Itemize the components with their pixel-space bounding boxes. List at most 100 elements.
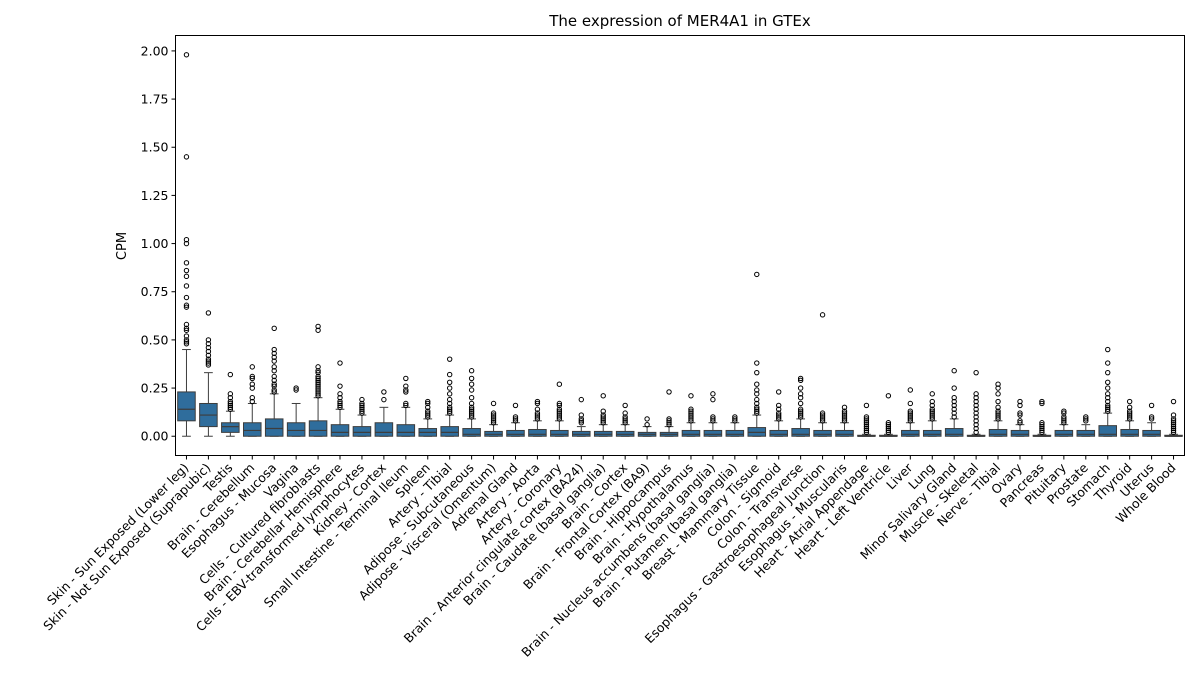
outlier-point — [183, 333, 190, 339]
outlier-point — [973, 410, 979, 416]
outlier-point — [315, 364, 321, 370]
outlier-point — [754, 396, 760, 403]
outlier-point — [929, 408, 935, 414]
outlier-point — [183, 327, 190, 333]
outlier-point — [754, 381, 760, 387]
outlier-point — [490, 414, 497, 420]
outlier-point — [732, 414, 738, 420]
outlier-point — [227, 404, 234, 411]
outlier-point — [315, 375, 321, 382]
outlier-point — [754, 410, 760, 416]
outlier-point — [183, 283, 190, 289]
box — [944, 428, 964, 437]
outlier-point — [315, 369, 321, 376]
outlier-point — [425, 404, 431, 411]
outlier-point — [929, 410, 935, 416]
outlier-point — [688, 410, 694, 416]
outlier-point — [863, 427, 870, 434]
outlier-point — [249, 395, 255, 401]
outlier-point — [1170, 427, 1177, 434]
box — [769, 429, 788, 437]
outlier-point — [205, 341, 212, 347]
box — [396, 424, 416, 437]
outlier-point — [929, 416, 935, 422]
outlier-point — [995, 398, 1001, 405]
outlier-point — [446, 385, 453, 391]
outlier-point — [688, 406, 694, 412]
outlier-point — [205, 348, 212, 355]
outlier-point — [995, 408, 1001, 414]
outlier-point — [227, 402, 234, 409]
box — [352, 426, 372, 437]
outlier-point — [249, 381, 255, 387]
outlier-point — [425, 414, 431, 420]
outlier-point — [754, 360, 760, 366]
outlier-point — [337, 360, 343, 366]
box — [813, 429, 832, 437]
outlier-point — [512, 416, 519, 422]
outlier-point — [315, 387, 321, 393]
outlier-point — [534, 414, 541, 420]
outlier-point — [534, 406, 541, 412]
outlier-point — [732, 418, 738, 424]
outlier-point — [249, 364, 255, 370]
outlier-point — [973, 402, 979, 409]
outlier-point — [556, 406, 563, 412]
outlier-point — [271, 389, 277, 395]
outlier-point — [227, 406, 234, 412]
outlier-point — [951, 410, 957, 416]
outlier-point — [337, 391, 343, 397]
outlier-point — [183, 273, 190, 280]
chart-title: The expression of MER4A1 in GTEx — [548, 12, 811, 30]
outlier-point — [315, 389, 321, 395]
box — [901, 429, 920, 437]
box — [1054, 429, 1074, 437]
outlier-point — [468, 375, 475, 382]
outlier-point — [446, 396, 453, 403]
outlier-point — [600, 412, 606, 418]
outlier-point — [468, 387, 475, 393]
outlier-point — [951, 368, 957, 374]
box — [835, 429, 854, 437]
outlier-point — [1017, 410, 1023, 416]
outlier-point — [227, 400, 234, 407]
outlier-point — [183, 240, 190, 247]
outlier-point — [973, 369, 979, 376]
outlier-point — [907, 416, 914, 422]
outlier-point — [1170, 421, 1177, 428]
outlier-point — [1017, 402, 1023, 409]
outlier-point — [1105, 346, 1111, 353]
outlier-point — [227, 398, 234, 405]
outlier-point — [622, 414, 628, 420]
outlier-point — [929, 412, 935, 418]
outlier-point — [863, 416, 870, 422]
outlier-point — [622, 416, 628, 422]
outlier-point — [863, 429, 870, 436]
outlier-point — [600, 418, 606, 424]
outlier-point — [556, 412, 563, 418]
outlier-point — [315, 383, 321, 389]
outlier-point — [468, 400, 475, 407]
outlier-point — [841, 410, 848, 416]
outlier-point — [885, 429, 892, 436]
outlier-point — [446, 408, 453, 414]
outlier-point — [600, 408, 606, 414]
box — [725, 429, 745, 437]
outlier-point — [797, 391, 804, 397]
outlier-point — [271, 350, 277, 357]
outlier-point — [403, 383, 409, 389]
outlier-point — [1170, 412, 1177, 418]
outlier-point — [1017, 398, 1023, 405]
outlier-point — [973, 418, 979, 424]
outlier-point — [1017, 412, 1023, 418]
y-tick-label: 1.75 — [141, 92, 169, 107]
outlier-point — [995, 414, 1001, 420]
y-tick-label: 0.00 — [141, 429, 169, 444]
outlier-point — [776, 412, 782, 418]
outlier-point — [205, 352, 212, 359]
outlier-point — [359, 406, 365, 412]
outlier-point — [600, 420, 606, 426]
outlier-point — [951, 385, 957, 391]
outlier-point — [556, 416, 563, 422]
plot-frame — [175, 35, 1185, 456]
